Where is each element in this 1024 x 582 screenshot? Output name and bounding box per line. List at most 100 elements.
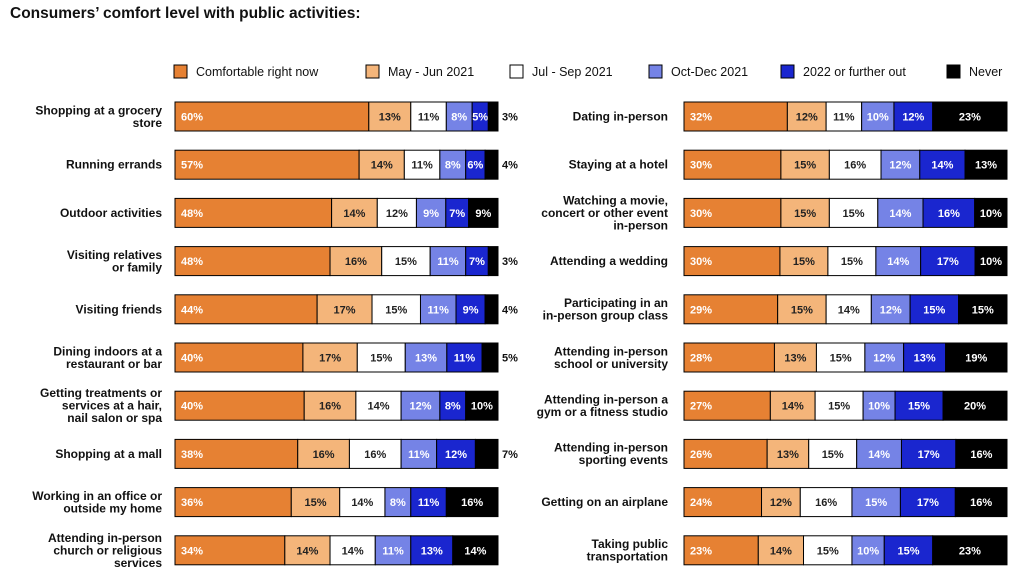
data-label: 12% [386, 208, 408, 220]
bar-segment [851, 487, 901, 518]
bar-segment [909, 294, 960, 325]
category-label: Working in an office or outside my home [32, 489, 162, 515]
data-label: 13% [777, 449, 799, 461]
bar-segment [786, 101, 827, 132]
bar-segment [174, 101, 370, 132]
bar-segment [851, 535, 885, 566]
data-label: 17% [937, 256, 959, 268]
category-label: Attending in-person sporting events [554, 441, 668, 468]
category-label: Outdoor activities [60, 206, 162, 220]
panel-0: Shopping at a grocery store 60% 13% 11% 8% 5% 3… [32, 101, 518, 570]
data-label: 12% [880, 304, 902, 316]
data-label: 12% [409, 401, 431, 413]
bar-segment [683, 101, 788, 132]
bar-segment [799, 487, 853, 518]
bar-segment [446, 342, 483, 373]
data-label: 17% [917, 497, 939, 509]
data-label: 11% [382, 545, 404, 557]
bar-segment [484, 149, 499, 180]
bar-segment [487, 101, 499, 132]
category-label: Shopping at a grocery store [35, 103, 162, 130]
bar-segment [919, 149, 966, 180]
bar-segment [974, 197, 1008, 228]
bar-segment [825, 294, 872, 325]
data-label: 34% [181, 545, 203, 557]
data-label: 9% [423, 208, 439, 220]
bar-segment [403, 149, 441, 180]
data-label: 16% [461, 497, 483, 509]
data-label: 6% [467, 160, 483, 172]
data-label: 30% [690, 160, 712, 172]
bar-segment [445, 487, 499, 518]
legend-label-1: May - Jun 2021 [388, 65, 474, 79]
data-label: 13% [421, 545, 443, 557]
data-label: 44% [181, 304, 203, 316]
bar-segment [683, 487, 763, 518]
data-label: 16% [815, 497, 837, 509]
data-label: 14% [889, 208, 911, 220]
data-label: 13% [784, 353, 806, 365]
data-label: 11% [454, 353, 476, 365]
bar-segment [827, 246, 877, 277]
bar-segment [174, 149, 360, 180]
bar-segment [381, 246, 431, 277]
legend-swatch-4 [780, 64, 795, 79]
data-label: 16% [970, 497, 992, 509]
bar-segment [814, 390, 864, 421]
legend: Comfortable right now May - Jun 2021 Jul -… [173, 64, 1002, 79]
data-label: 3% [502, 112, 518, 124]
bar-segment [932, 535, 1008, 566]
data-label: 14% [887, 256, 909, 268]
data-label: 14% [371, 160, 393, 172]
legend-label-5: Never [969, 65, 1002, 79]
bar-segment [954, 487, 1008, 518]
data-label: 17% [918, 449, 940, 461]
data-label: 15% [923, 304, 945, 316]
bar-segment [766, 438, 810, 469]
category-label: Attending in-person school or university [554, 344, 668, 371]
data-label: 11% [411, 160, 433, 172]
bar-segment [174, 390, 305, 421]
data-label: 16% [364, 449, 386, 461]
bar-segment [358, 149, 405, 180]
legend-swatch-5 [946, 64, 961, 79]
bar-segment [683, 438, 768, 469]
bar-segment [903, 342, 947, 373]
data-label: 16% [844, 160, 866, 172]
data-label: 16% [970, 449, 992, 461]
bar-segment [683, 246, 781, 277]
data-label: 15% [395, 256, 417, 268]
bar-segment [828, 149, 882, 180]
bar-segment [376, 197, 417, 228]
data-label: 40% [181, 401, 203, 413]
data-label: 15% [972, 304, 994, 316]
data-label: 15% [865, 497, 887, 509]
category-label: Participating in an in-person group class [543, 296, 669, 323]
data-label: 15% [304, 497, 326, 509]
bar-segment [415, 197, 447, 228]
bar-segment [922, 197, 976, 228]
data-label: 4% [502, 160, 518, 172]
data-label: 8% [390, 497, 406, 509]
legend-swatch-3 [648, 64, 663, 79]
category-label: Visiting friends [76, 302, 163, 316]
bar-segment [825, 101, 863, 132]
data-label: 17% [334, 304, 356, 316]
data-label: 15% [385, 304, 407, 316]
data-label: 10% [867, 112, 889, 124]
data-label: 17% [319, 353, 341, 365]
bar-segment [445, 101, 473, 132]
data-label: 16% [345, 256, 367, 268]
bar-segment [779, 246, 829, 277]
bar-segment [400, 438, 438, 469]
bar-segment [481, 342, 499, 373]
data-label: 40% [181, 353, 203, 365]
data-label: 26% [690, 449, 712, 461]
data-label: 48% [181, 208, 203, 220]
data-label: 12% [873, 353, 895, 365]
data-label: 16% [313, 449, 335, 461]
data-label: 15% [828, 401, 850, 413]
data-label: 30% [690, 208, 712, 220]
data-label: 12% [902, 112, 924, 124]
